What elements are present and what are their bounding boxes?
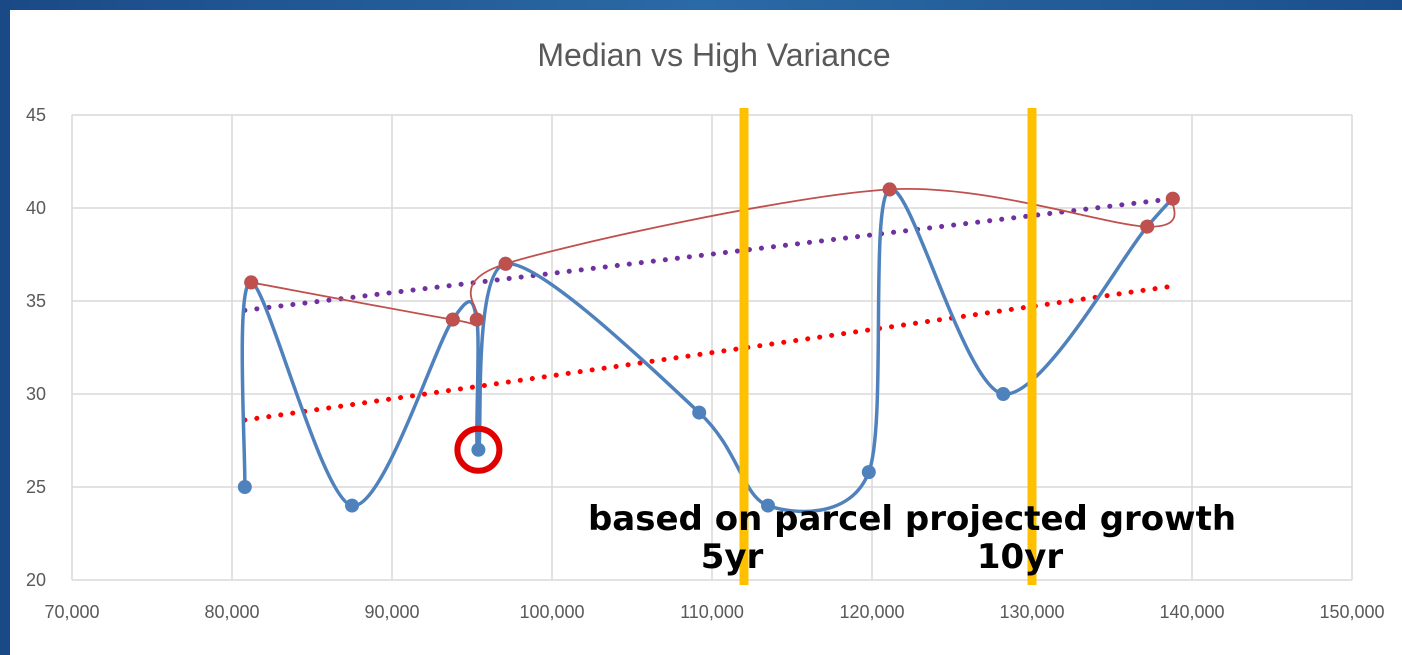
data-point [882, 182, 897, 197]
y-tick-label: 35 [26, 291, 46, 311]
data-point [498, 256, 513, 271]
y-tick-label: 25 [26, 477, 46, 497]
y-axis-ticks: 20 25 30 35 40 45 [26, 105, 46, 590]
data-point [237, 480, 252, 494]
chart-title: Median vs High Variance [537, 37, 890, 73]
vertical-markers: 5yr 10yr [701, 108, 1063, 585]
data-point [469, 312, 484, 327]
x-tick-label: 70,000 [44, 602, 99, 622]
data-point [1140, 219, 1155, 234]
highlight-ring [454, 425, 503, 474]
x-tick-label: 100,000 [519, 602, 584, 622]
annotations: based on parcel projected growth [588, 499, 1236, 539]
series [237, 182, 1180, 514]
data-point [471, 442, 486, 457]
data-point [1165, 191, 1180, 206]
trendlines [242, 196, 1176, 423]
y-tick-label: 30 [26, 384, 46, 404]
x-tick-label: 110,000 [680, 602, 744, 622]
x-tick-label: 140,000 [1159, 602, 1224, 622]
data-point [861, 465, 876, 480]
growth-annotation: based on parcel projected growth [588, 499, 1236, 539]
grid [71, 114, 1353, 581]
x-tick-label: 80,000 [204, 602, 259, 622]
data-point [761, 498, 775, 513]
y-tick-label: 40 [26, 198, 46, 218]
period-label: 5yr [701, 537, 764, 577]
x-tick-label: 120,000 [839, 602, 904, 622]
period-label: 10yr [977, 537, 1063, 577]
data-point [345, 498, 359, 513]
y-tick-label: 45 [26, 105, 46, 125]
data-point [244, 275, 259, 290]
data-point [445, 312, 460, 327]
trendline [242, 283, 1176, 423]
data-point [692, 405, 707, 420]
data-point [996, 387, 1011, 401]
x-tick-label: 90,000 [364, 602, 419, 622]
y-tick-label: 20 [26, 570, 46, 590]
x-tick-label: 150,000 [1319, 602, 1384, 622]
x-axis-ticks: 70,000 80,000 90,000 100,000 110,000 120,000 1… [44, 602, 1384, 622]
x-tick-label: 130,000 [999, 602, 1064, 622]
trendline [242, 196, 1176, 313]
